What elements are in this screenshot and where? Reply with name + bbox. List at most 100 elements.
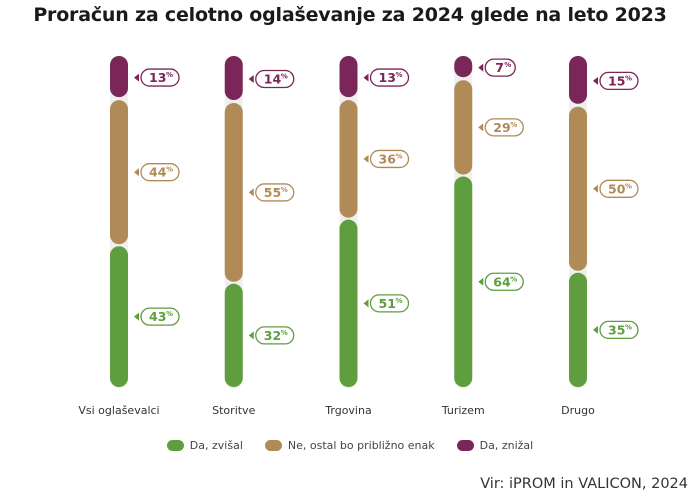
label-pointer [248,331,254,340]
data-label-unit: % [166,166,173,174]
bar-segment[interactable] [110,56,128,98]
bar-segment-group: 32% [224,283,295,387]
source-note: Vir: iPROM in VALICON, 2024 [480,476,688,492]
bar-segment-group: 7% [454,56,516,78]
category-label: Drugo [561,404,595,417]
data-label-unit: % [166,310,173,318]
data-label-box [484,272,524,291]
bar-segment[interactable] [454,80,473,175]
label-pointer [593,325,598,334]
data-label-unit: % [510,121,517,129]
data-label: 36 [379,151,397,166]
category-label: Trgovina [324,404,371,417]
bar-segment-group: 14% [224,56,295,101]
label-pointer [134,312,139,321]
data-label: 43 [149,309,166,324]
label-pointer [363,73,369,82]
legend-swatch-same [264,440,282,451]
data-label-unit: % [396,71,403,79]
data-label-unit: % [625,182,632,190]
bar-segment-group: 15% [569,56,639,104]
bar-segment[interactable] [569,56,587,104]
bar-segment-group: 35% [569,272,639,387]
bar-segment-group: 43% [110,246,180,387]
bar-segment[interactable] [454,176,473,387]
legend-item-decreased[interactable]: Da, znižal [456,439,534,452]
data-label: 55 [264,185,281,200]
data-label-unit: % [396,297,403,305]
bar-segment[interactable] [454,56,473,78]
data-label-box [599,320,639,340]
data-label-unit: % [625,74,632,82]
label-pointer [478,63,484,72]
label-pointer [248,188,254,197]
data-label: 29 [493,120,510,135]
bar-segment[interactable] [339,219,358,387]
data-label-unit: % [510,275,517,283]
bar-segment[interactable] [224,56,243,101]
data-label: 14 [264,72,282,87]
legend-label-increased: Da, zvišal [189,439,243,452]
bar-segment-group: 44% [110,100,180,245]
category-label: Turizem [441,404,485,417]
data-label-box [255,69,295,89]
data-label: 13 [379,70,396,85]
data-label-box [255,183,295,202]
legend: Da, zvišal Ne, ostal bo približno enak D… [0,439,700,452]
bar-segment[interactable] [224,103,243,282]
data-label: 35 [608,322,625,337]
data-label-box [369,294,410,313]
legend-label-same: Ne, ostal bo približno enak [287,439,435,452]
chart-title: Proračun za celotno oglaševanje za 2024 … [33,4,667,26]
bar-segment-group: 55% [224,103,295,282]
legend-swatch-decreased [456,440,474,451]
bar-segment-group: 13% [339,56,410,98]
label-pointer [363,299,369,308]
bar-segment-group: 36% [339,100,410,218]
label-pointer [134,73,139,82]
bar-segment[interactable] [339,100,358,218]
legend-swatch-increased [166,440,184,451]
data-label-unit: % [281,73,288,81]
legend-item-same[interactable]: Ne, ostal bo približno enak [264,439,435,452]
data-label-box [140,68,180,87]
bar-segment[interactable] [110,100,128,245]
data-label: 51 [379,296,396,311]
data-label: 50 [608,181,626,196]
data-label-box [599,71,639,91]
data-label-box [255,326,295,345]
data-label-box [484,118,524,137]
data-label-unit: % [504,61,511,69]
data-label: 7 [495,60,504,75]
data-label-box [369,68,410,87]
label-pointer [363,154,369,163]
data-label-unit: % [281,329,288,337]
label-pointer [478,277,484,286]
legend-label-decreased: Da, znižal [479,439,534,452]
data-label: 44 [149,165,167,180]
label-pointer [593,76,598,85]
data-label-unit: % [396,152,403,160]
legend-item-increased[interactable]: Da, zvišal [166,439,243,452]
data-label-box [599,179,639,198]
bar-segment-group: 50% [569,106,639,271]
bar-segment[interactable] [110,246,128,387]
bar-segment-group: 64% [454,176,524,387]
bar-segment[interactable] [569,106,587,271]
data-label-unit: % [166,71,173,79]
bar-segment-group: 13% [110,56,180,98]
bar-segment[interactable] [569,272,587,387]
bar-segment[interactable] [224,283,243,387]
data-label: 64 [493,274,511,289]
data-label: 13 [149,70,166,85]
data-label-box [140,307,180,326]
data-label-unit: % [281,186,288,194]
label-pointer [248,75,254,84]
data-label: 15 [608,73,625,88]
data-label-box [369,149,410,169]
data-label-unit: % [625,323,632,331]
category-label: Vsi oglaševalci [78,404,159,417]
label-pointer [593,184,598,193]
label-pointer [478,123,484,132]
bar-segment[interactable] [339,56,358,98]
